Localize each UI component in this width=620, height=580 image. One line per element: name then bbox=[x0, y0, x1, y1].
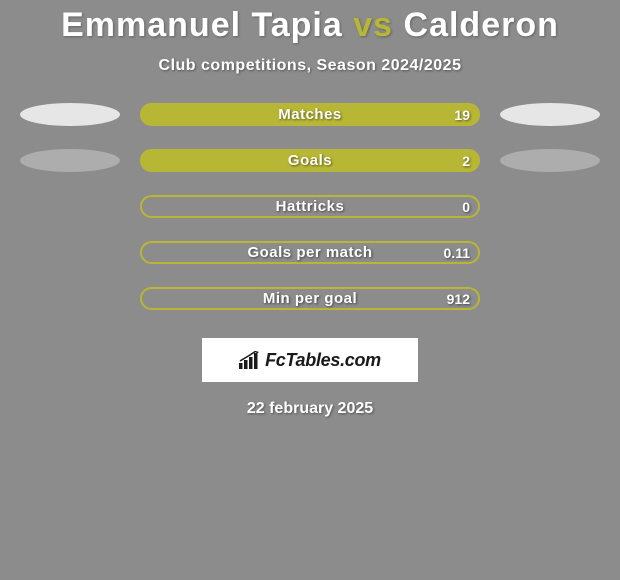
bar-fill bbox=[140, 103, 480, 126]
stat-value-right: 0.11 bbox=[444, 241, 470, 264]
stat-bar: Goals per match0.11 bbox=[140, 241, 480, 264]
right-value-ellipse bbox=[500, 103, 600, 126]
bar-border bbox=[140, 287, 480, 310]
player1-name: Emmanuel Tapia bbox=[61, 6, 343, 44]
stat-bar: Hattricks0 bbox=[140, 195, 480, 218]
date-label: 22 february 2025 bbox=[0, 400, 620, 418]
stat-row: Goals2 bbox=[10, 149, 610, 172]
vs-label: vs bbox=[353, 6, 393, 44]
stat-label: Min per goal bbox=[140, 287, 480, 310]
subtitle: Club competitions, Season 2024/2025 bbox=[0, 57, 620, 75]
stat-value-right: 912 bbox=[447, 287, 470, 310]
left-value-ellipse bbox=[20, 103, 120, 126]
stat-row: Hattricks0 bbox=[10, 195, 610, 218]
stat-bar: Matches19 bbox=[140, 103, 480, 126]
stat-row: Matches19 bbox=[10, 103, 610, 126]
bar-border bbox=[140, 241, 480, 264]
brand-box: FcTables.com bbox=[202, 338, 418, 382]
brand-chart-icon bbox=[239, 351, 261, 369]
bar-border bbox=[140, 195, 480, 218]
brand-text: FcTables.com bbox=[265, 350, 381, 371]
comparison-infographic: Emmanuel Tapia vs Calderon Club competit… bbox=[0, 0, 620, 580]
stat-bar: Min per goal912 bbox=[140, 287, 480, 310]
stat-row: Min per goal912 bbox=[10, 287, 610, 310]
left-value-ellipse bbox=[20, 149, 120, 172]
stat-label: Goals per match bbox=[140, 241, 480, 264]
player2-name: Calderon bbox=[404, 6, 559, 44]
page-title: Emmanuel Tapia vs Calderon bbox=[0, 6, 620, 45]
bar-fill bbox=[140, 149, 480, 172]
stat-value-right: 0 bbox=[462, 195, 470, 218]
stat-row: Goals per match0.11 bbox=[10, 241, 610, 264]
stat-label: Hattricks bbox=[140, 195, 480, 218]
stat-rows: Matches19 Goals2 Hattricks0 Goals per match… bbox=[0, 103, 620, 310]
right-value-ellipse bbox=[500, 149, 600, 172]
stat-bar: Goals2 bbox=[140, 149, 480, 172]
